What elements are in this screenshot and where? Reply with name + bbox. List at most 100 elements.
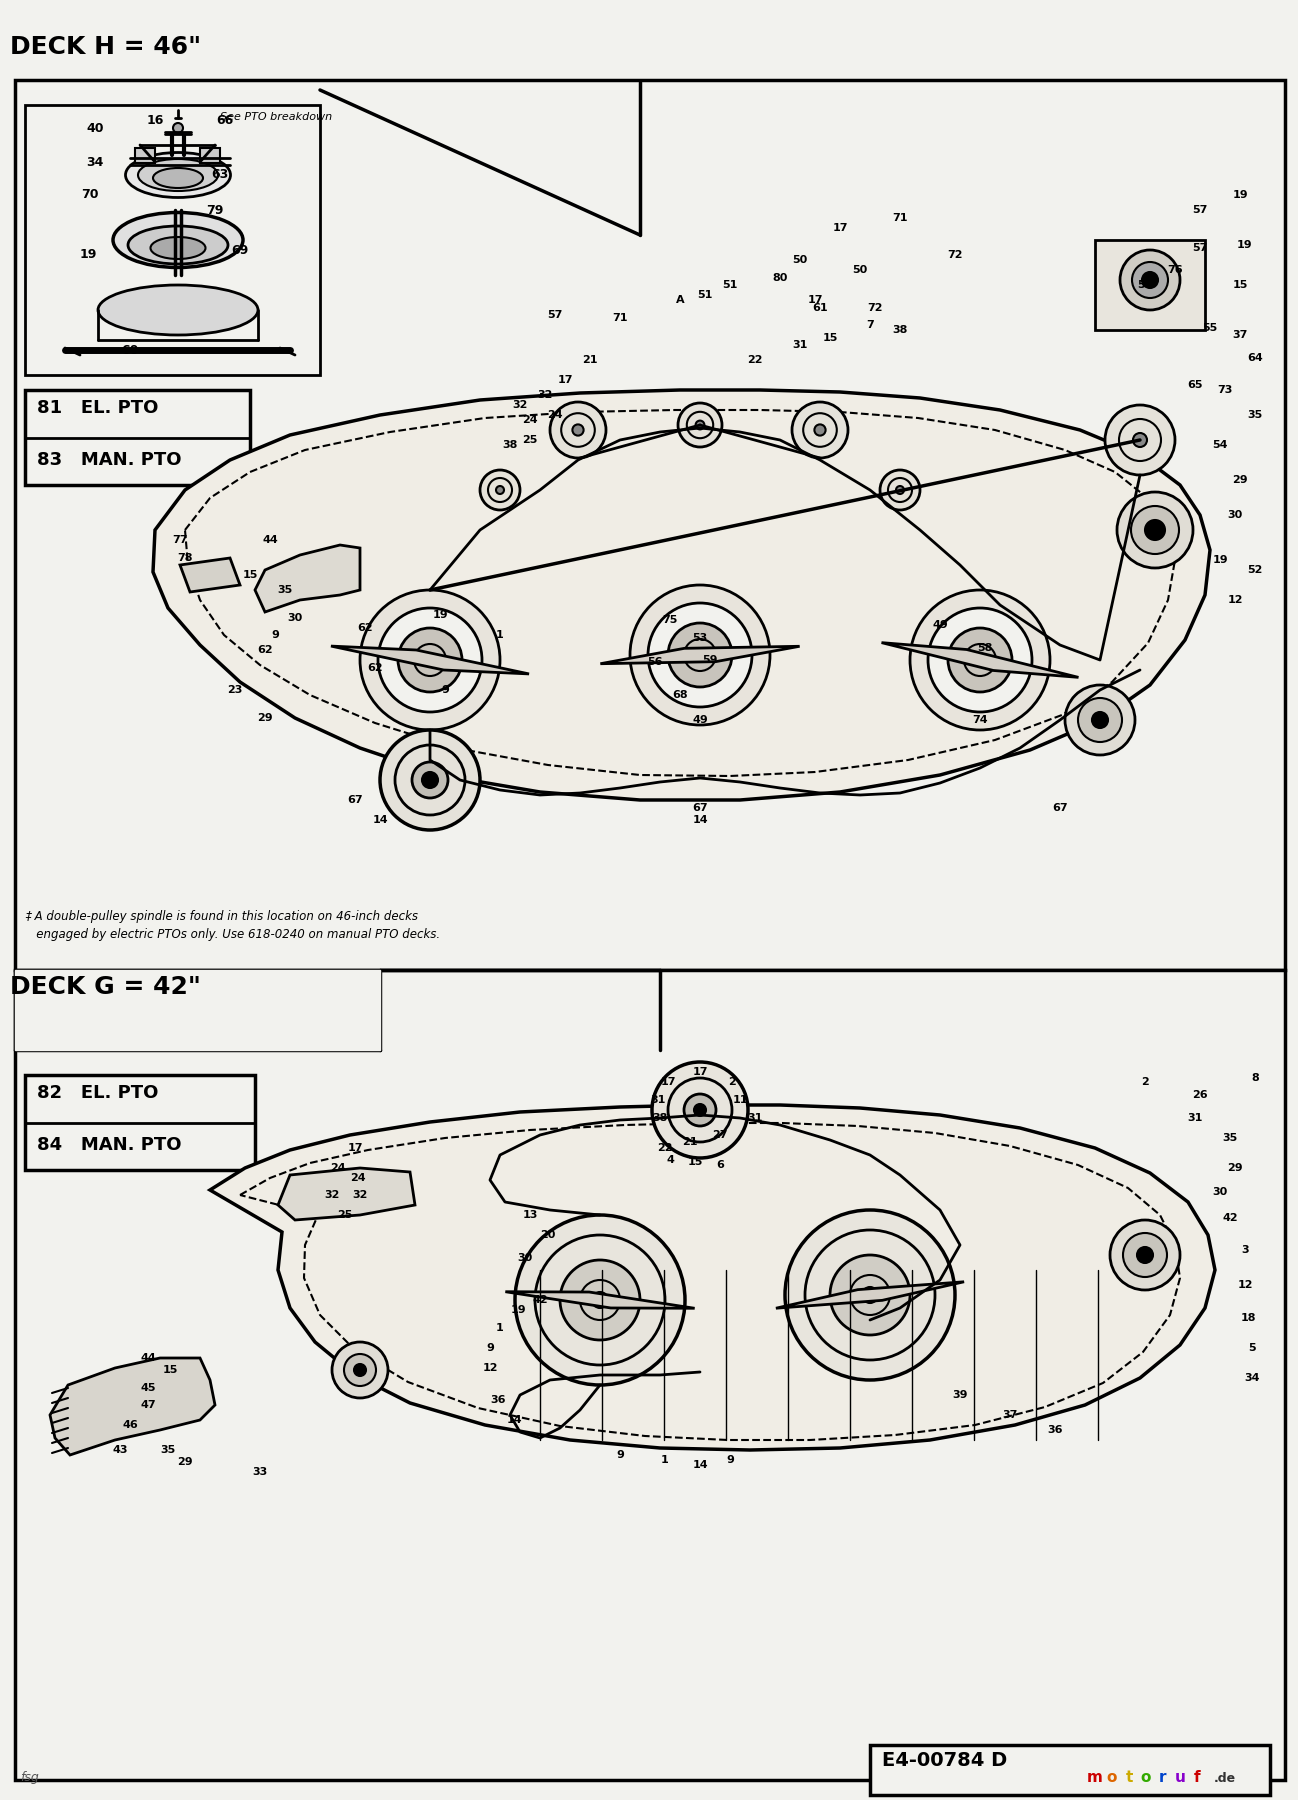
Text: 9: 9 [441, 686, 449, 695]
Circle shape [354, 1364, 366, 1375]
Text: 15: 15 [823, 333, 837, 344]
Text: 38: 38 [892, 326, 907, 335]
Text: 78: 78 [178, 553, 192, 563]
Text: 70: 70 [82, 189, 99, 202]
Circle shape [592, 1292, 607, 1309]
Text: 66: 66 [217, 113, 234, 126]
Polygon shape [16, 970, 380, 1049]
Circle shape [360, 590, 500, 731]
Text: 32: 32 [352, 1190, 367, 1201]
Text: 34: 34 [86, 155, 104, 169]
Text: 4: 4 [666, 1156, 674, 1165]
Text: 32: 32 [324, 1190, 340, 1201]
Text: 9: 9 [617, 1451, 624, 1460]
Text: 67: 67 [1053, 803, 1068, 814]
Circle shape [974, 653, 986, 666]
Text: 31: 31 [1188, 1112, 1203, 1123]
Text: 35: 35 [1247, 410, 1263, 419]
Circle shape [1131, 500, 1190, 560]
Bar [25, 104, 321, 374]
Text: 22: 22 [748, 355, 763, 365]
Text: 37: 37 [1002, 1409, 1018, 1420]
Text: 19: 19 [1232, 191, 1247, 200]
Text: 17: 17 [807, 295, 823, 304]
Ellipse shape [138, 158, 218, 191]
Text: 45: 45 [140, 1382, 156, 1393]
Bar [16, 970, 1285, 1780]
Text: 19: 19 [510, 1305, 526, 1316]
Polygon shape [180, 558, 240, 592]
Text: 2: 2 [728, 1076, 736, 1087]
Text: 19: 19 [432, 610, 448, 619]
Text: 55: 55 [1202, 322, 1218, 333]
Text: 68: 68 [672, 689, 688, 700]
Polygon shape [254, 545, 360, 612]
Text: 38: 38 [653, 1112, 667, 1123]
Text: 15: 15 [243, 571, 258, 580]
Polygon shape [153, 391, 1210, 799]
Text: 15: 15 [162, 1364, 178, 1375]
Text: m: m [1086, 1771, 1103, 1786]
Text: 22: 22 [657, 1143, 672, 1154]
Circle shape [1133, 434, 1147, 446]
Text: 62: 62 [367, 662, 383, 673]
Text: 32: 32 [513, 400, 528, 410]
Circle shape [785, 1210, 955, 1381]
Text: 47: 47 [140, 1400, 156, 1409]
Circle shape [696, 421, 705, 430]
Circle shape [928, 608, 1032, 713]
Text: 75: 75 [662, 616, 678, 625]
Text: 9: 9 [485, 1343, 495, 1354]
Text: ‡ A double-pulley spindle is found in this location on 46-inch decks: ‡ A double-pulley spindle is found in th… [25, 911, 418, 923]
Text: 81   EL. PTO: 81 EL. PTO [38, 400, 158, 418]
Polygon shape [210, 1105, 1215, 1451]
Text: 74: 74 [972, 715, 988, 725]
Text: See PTO breakdown: See PTO breakdown [219, 112, 332, 122]
Text: 67: 67 [347, 796, 363, 805]
Circle shape [572, 425, 584, 436]
Circle shape [1154, 524, 1166, 536]
Circle shape [550, 401, 606, 457]
Text: 9: 9 [726, 1454, 733, 1465]
Text: 84   MAN. PTO: 84 MAN. PTO [38, 1136, 182, 1154]
Text: 77: 77 [173, 535, 188, 545]
Circle shape [694, 650, 706, 661]
Text: 14: 14 [373, 815, 388, 824]
Text: 2: 2 [1141, 1076, 1149, 1087]
Bar [200, 148, 219, 164]
Circle shape [422, 772, 437, 788]
Text: 1: 1 [496, 1323, 504, 1334]
Text: 26: 26 [1192, 1091, 1208, 1100]
Circle shape [332, 1343, 388, 1399]
Text: DECK H = 46": DECK H = 46" [10, 34, 201, 59]
Text: r: r [1159, 1771, 1167, 1786]
Circle shape [814, 425, 826, 436]
Circle shape [684, 1094, 716, 1127]
Text: 7: 7 [866, 320, 874, 329]
Text: 34: 34 [1245, 1373, 1260, 1382]
Text: 31: 31 [792, 340, 807, 349]
Circle shape [1145, 520, 1166, 540]
Text: 50: 50 [792, 256, 807, 265]
Text: 31: 31 [748, 1112, 763, 1123]
Text: f: f [1194, 1771, 1201, 1786]
Polygon shape [331, 646, 530, 673]
Text: 65: 65 [1188, 380, 1203, 391]
Text: 60: 60 [121, 344, 139, 356]
Text: 57: 57 [548, 310, 563, 320]
Text: 62: 62 [257, 644, 273, 655]
Circle shape [559, 1260, 640, 1339]
Text: u: u [1175, 1771, 1185, 1786]
Text: fsg: fsg [19, 1771, 39, 1784]
Circle shape [652, 1062, 748, 1157]
Polygon shape [881, 643, 1079, 677]
Circle shape [1064, 686, 1134, 754]
Text: 36: 36 [1047, 1426, 1063, 1435]
Text: 57: 57 [1193, 243, 1207, 254]
Circle shape [948, 628, 1012, 691]
Circle shape [648, 603, 752, 707]
Text: 57: 57 [1193, 205, 1207, 214]
Ellipse shape [129, 227, 228, 265]
Text: 35: 35 [1223, 1132, 1237, 1143]
Circle shape [398, 628, 462, 691]
